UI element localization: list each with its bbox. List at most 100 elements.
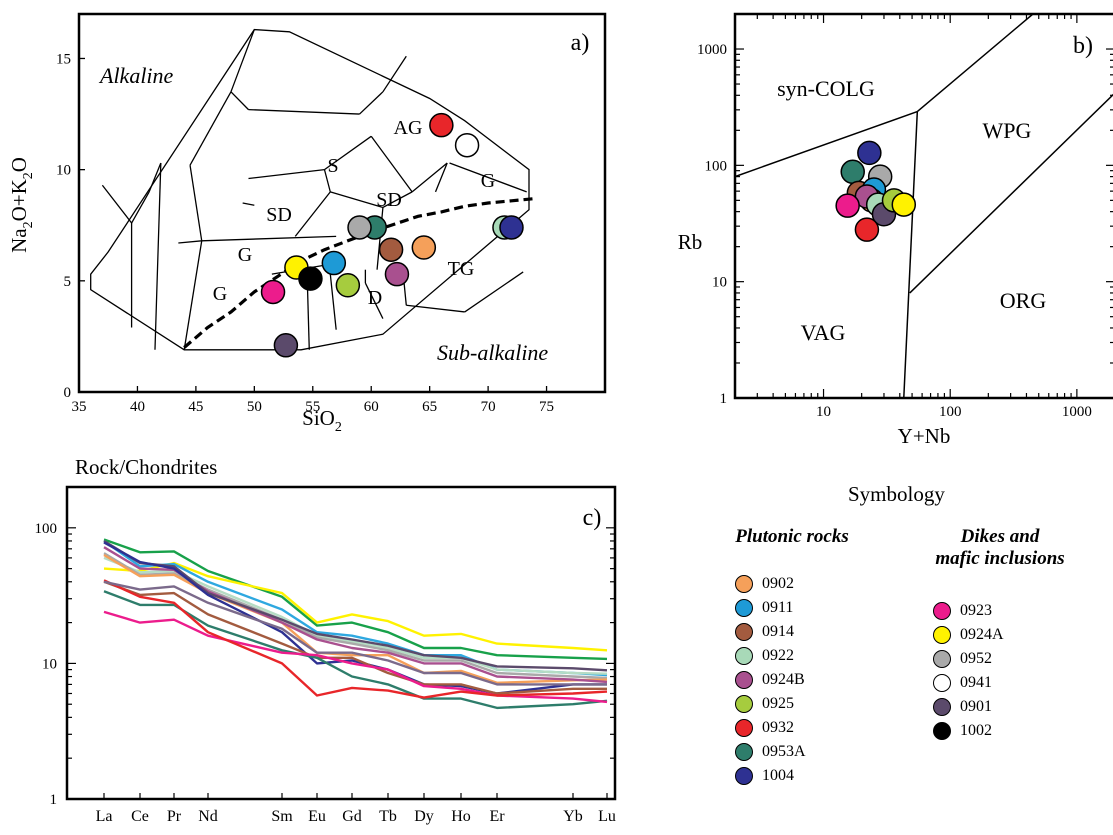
legend-item-0953A: 0953A bbox=[735, 740, 806, 764]
panel-c-category-Yb: Yb bbox=[563, 808, 583, 825]
panel-c-category-Er: Er bbox=[489, 808, 505, 825]
panel-a-point-0925 bbox=[335, 273, 361, 298]
tas-field-boundary-15 bbox=[382, 55, 407, 93]
tas-field-boundary-17 bbox=[248, 169, 325, 180]
legend-item-0924B: 0924B bbox=[735, 668, 805, 692]
panel-a-point-0941 bbox=[454, 132, 480, 158]
panel-c-category-Nd: Nd bbox=[198, 808, 218, 825]
panel-a-point-1002 bbox=[298, 266, 323, 291]
tas-field-boundary-7 bbox=[230, 29, 255, 93]
panel-a-point-0901 bbox=[273, 333, 299, 358]
field-g-right: G bbox=[481, 170, 495, 192]
panel-a-points bbox=[260, 112, 524, 358]
tas-field-boundary-8 bbox=[178, 240, 202, 244]
panel-c-category-Dy: Dy bbox=[414, 808, 434, 825]
panel-a-axis-ticks: 35 40 45 50 55 60 65 70 75 0 5 10 15 bbox=[56, 51, 554, 415]
panel-a-x-tick-label: 55 bbox=[305, 399, 320, 415]
tas-field-boundary-18 bbox=[324, 135, 372, 171]
panel-a-label: a) bbox=[571, 30, 590, 56]
tas-field-boundary-21 bbox=[294, 191, 331, 237]
panel-a-point-0952 bbox=[347, 215, 372, 240]
panel-c-category-Ce: Ce bbox=[131, 808, 149, 825]
tas-field-boundary-12 bbox=[230, 91, 249, 111]
legend-label: 0911 bbox=[762, 599, 794, 616]
legend-item-0911: 0911 bbox=[735, 596, 793, 620]
panel-c-frame bbox=[65, 485, 617, 801]
tas-field-boundary-4 bbox=[148, 162, 162, 193]
panel-a-y-tick-label: 0 bbox=[64, 385, 72, 401]
legend-label: 1004 bbox=[762, 767, 794, 784]
legend-item-0922: 0922 bbox=[735, 644, 794, 668]
panel-a-x-tick-label: 75 bbox=[539, 399, 554, 415]
tas-field-boundary-22 bbox=[330, 191, 384, 209]
legend-dikes-heading-line1: Dikes and bbox=[960, 526, 1040, 547]
panel-a-tas-diagram: 35 40 45 50 55 60 65 70 75 0 5 10 15 a) Alkaline Sub… bbox=[7, 12, 607, 435]
legend-swatch-0941 bbox=[933, 674, 951, 692]
legend-label: 1002 bbox=[960, 722, 992, 739]
panel-b-point-1004 bbox=[857, 140, 882, 166]
panel-a-x-tick-label: 70 bbox=[481, 399, 496, 415]
panel-a-x-tick-label: 45 bbox=[188, 399, 203, 415]
tas-field-boundary-35 bbox=[449, 162, 527, 193]
tas-field-boundary-27 bbox=[434, 162, 448, 193]
panel-c-category-La: La bbox=[96, 808, 113, 825]
field-org: ORG bbox=[1000, 288, 1047, 313]
panel-c-label: c) bbox=[583, 505, 602, 531]
panel-b-x-tick-label: 100 bbox=[939, 404, 962, 420]
legend-item-0923: 0923 bbox=[933, 599, 992, 623]
panel-a-point-1004 bbox=[499, 215, 524, 240]
panel-c-ree-lines bbox=[103, 538, 608, 710]
ree-line-1002 bbox=[103, 580, 607, 686]
panel-c-category-Lu: Lu bbox=[598, 808, 616, 825]
panel-a-point-0932 bbox=[429, 112, 454, 138]
tas-field-boundary-24 bbox=[411, 162, 448, 193]
panel-b-x-tick-label: 1000 bbox=[1062, 404, 1092, 420]
panel-b-x-axis-label: Y+Nb bbox=[898, 424, 951, 448]
legend-label: 0953A bbox=[762, 743, 806, 760]
legend-swatch-0911 bbox=[735, 599, 753, 617]
field-s: S bbox=[327, 155, 338, 177]
legend-swatch-0953A bbox=[735, 743, 753, 761]
legend-swatch-0924B bbox=[735, 671, 753, 689]
panel-c-y-tick-label: 1 bbox=[50, 792, 58, 808]
legend-label: 0901 bbox=[960, 698, 992, 715]
legend-dikes-heading: Dikes and mafic inclusions bbox=[910, 526, 1090, 570]
tas-field-boundary-13 bbox=[248, 108, 360, 115]
ree-line-0932 bbox=[103, 579, 608, 699]
panel-c-title: Rock/Chondrites bbox=[75, 455, 217, 479]
panel-a-x-tick-label: 35 bbox=[72, 399, 87, 415]
field-syn-colg: syn-COLG bbox=[777, 76, 875, 101]
panel-a-point-0924B bbox=[384, 261, 410, 287]
ree-line-0902 bbox=[103, 553, 608, 684]
panel-b-field-boundaries bbox=[734, 13, 1113, 399]
panel-a-x-tick-label: 50 bbox=[247, 399, 262, 415]
legend-item-0925: 0925 bbox=[735, 692, 794, 716]
legend-label: 0922 bbox=[762, 647, 794, 664]
panel-c-category-Eu: Eu bbox=[308, 808, 326, 825]
panel-c-category-Tb: Tb bbox=[379, 808, 397, 825]
panel-b-y-tick-label: 10 bbox=[712, 275, 727, 291]
tas-field-boundary-10 bbox=[189, 165, 203, 241]
legend-item-1002: 1002 bbox=[933, 719, 992, 743]
panel-a-field-boundaries bbox=[90, 28, 530, 351]
field-vag: VAG bbox=[801, 320, 846, 345]
tas-field-boundary-6 bbox=[189, 91, 232, 166]
panel-c-y-tick-label: 100 bbox=[35, 521, 58, 537]
ree-line-0925 bbox=[103, 538, 608, 661]
legend-dikes-heading-line2: mafic inclusions bbox=[935, 548, 1065, 569]
field-d: D bbox=[368, 287, 382, 309]
legend: Symbology Plutonic rocks Dikes and mafic… bbox=[700, 478, 1113, 835]
tas-field-boundary-11 bbox=[183, 240, 203, 350]
panel-a-x-axis-label: SiO2 bbox=[302, 406, 342, 435]
subalkaline-region-label: Sub-alkaline bbox=[437, 340, 548, 365]
tas-field-boundary-30 bbox=[364, 282, 384, 319]
legend-title: Symbology bbox=[848, 482, 945, 506]
legend-label: 0925 bbox=[762, 695, 794, 712]
legend-swatch-0914 bbox=[735, 623, 753, 641]
panel-a-frame bbox=[77, 12, 607, 394]
tas-field-boundary-25 bbox=[370, 135, 413, 193]
tas-field-boundary-33 bbox=[406, 304, 465, 313]
ree-line-0952 bbox=[103, 552, 608, 680]
legend-item-0941: 0941 bbox=[933, 671, 992, 695]
